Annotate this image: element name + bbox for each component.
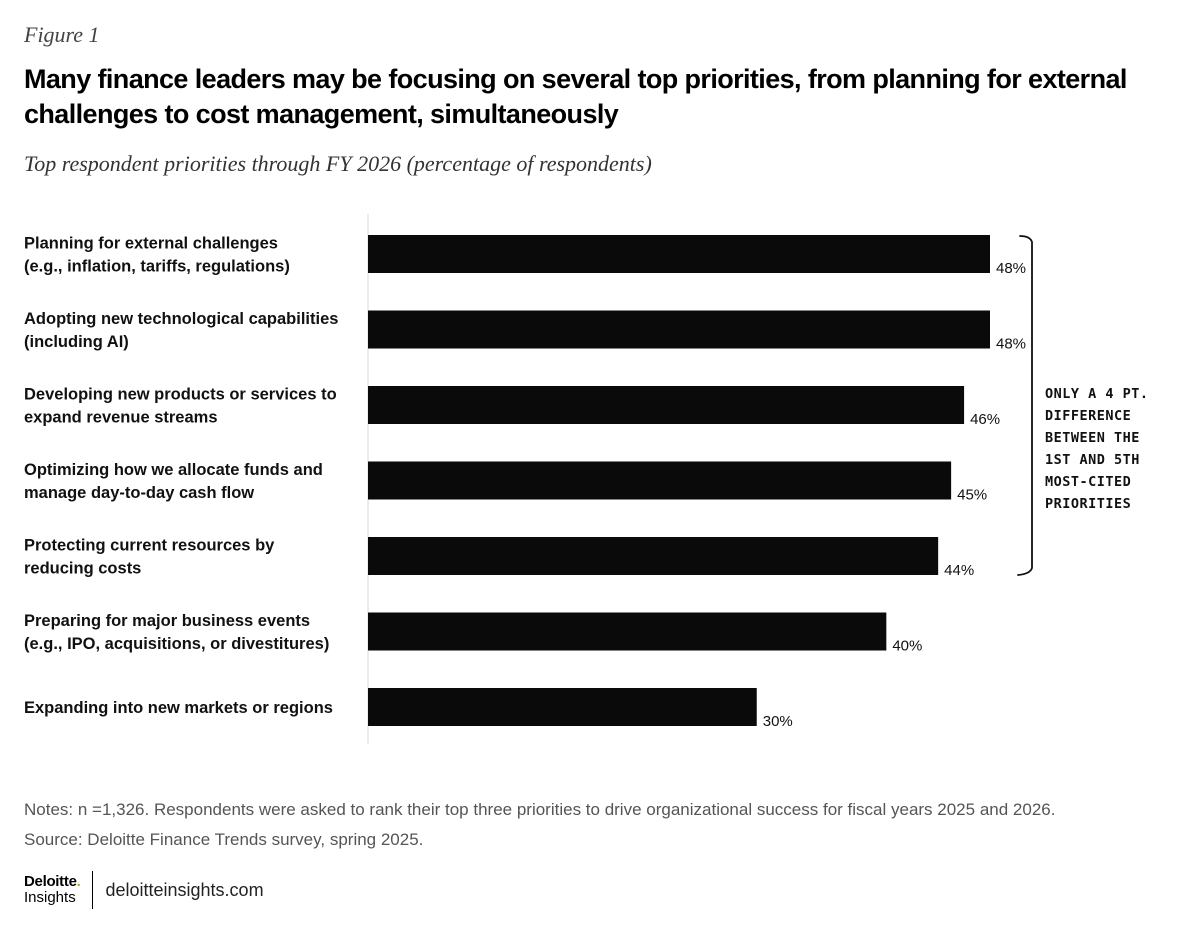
category-label: Adopting new technological capabilities (… [24,310,338,351]
annotation-line: BETWEEN THE [1045,430,1140,446]
category-label-line: manage day-to-day cash flow [24,484,254,502]
category-label: Protecting current resources by reducing … [24,537,275,578]
value-label: 30% [763,713,793,730]
bar [368,537,939,575]
bracket-annotation [1017,235,1033,576]
bar-chart: 48% Planning for external challenges (e.g.… [24,214,1149,744]
logo-sub: Insights [24,889,76,906]
figure-label: Figure 1 [24,22,100,47]
bar [368,461,952,500]
bar [368,386,965,424]
annotation-line: MOST-CITED [1045,474,1131,490]
category-label-line: Planning for external challenges [24,235,278,253]
value-label: 48% [996,260,1026,277]
category-label-line: Expanding into new markets or regions [24,699,333,717]
annotation-line: PRIORITIES [1045,496,1131,512]
chart-subtitle: Top respondent priorities through FY 202… [24,151,652,176]
category-label: Developing new products or services to ex… [24,386,337,427]
value-label: 45% [957,487,987,504]
category-label-line: (e.g., inflation, tariffs, regulations) [24,258,290,276]
category-label: Expanding into new markets or regions [24,699,333,717]
chart-notes: Notes: n =1,326. Respondents were asked … [24,795,1184,855]
chart-title: Many finance leaders may be focusing on … [24,64,1127,129]
category-label: Preparing for major business events (e.g.… [24,612,329,653]
category-label: Optimizing how we allocate funds and mana… [24,461,323,502]
value-label: 48% [996,336,1026,353]
logo-dot: . [76,873,81,890]
category-label-line: Adopting new technological capabilities [24,310,338,328]
category-label-line: Preparing for major business events [24,612,310,630]
category-label-line: Protecting current resources by [24,537,275,555]
value-label: 44% [944,562,974,579]
category-label-line: Optimizing how we allocate funds and [24,461,323,479]
logo-brand-text: Deloitte [24,873,77,890]
annotation-line: ONLY A 4 PT. [1045,386,1149,402]
value-label: 46% [970,411,1000,428]
category-label: Planning for external challenges (e.g., i… [24,235,290,276]
annotation-line: DIFFERENCE [1045,408,1131,424]
logo-brand: Deloitte. [24,873,81,890]
category-label-line: reducing costs [24,560,141,578]
category-label-line: Developing new products or services to [24,386,337,404]
deloitte-insights-logo[interactable]: Deloitte. Insights [24,871,94,909]
bar [368,235,990,273]
category-label-line: expand revenue streams [24,409,218,427]
bar [368,612,887,651]
source-text: Source: Deloitte Finance Trends survey, … [24,830,424,849]
category-label-line: (including AI) [24,333,129,351]
bar [368,688,757,726]
annotation-text: ONLY A 4 PT. DIFFERENCE BETWEEN THE 1ST AND… [1045,386,1149,512]
annotation-line: 1ST AND 5TH [1045,452,1140,468]
value-label: 40% [892,638,922,655]
category-label-line: (e.g., IPO, acquisitions, or divestiture… [24,635,329,653]
notes-text: Notes: n =1,326. Respondents were asked … [24,800,1056,819]
site-link[interactable]: deloitteinsights.com [105,879,264,900]
footer: Deloitte. Insights deloitteinsights.com [24,870,264,910]
bar [368,310,990,349]
